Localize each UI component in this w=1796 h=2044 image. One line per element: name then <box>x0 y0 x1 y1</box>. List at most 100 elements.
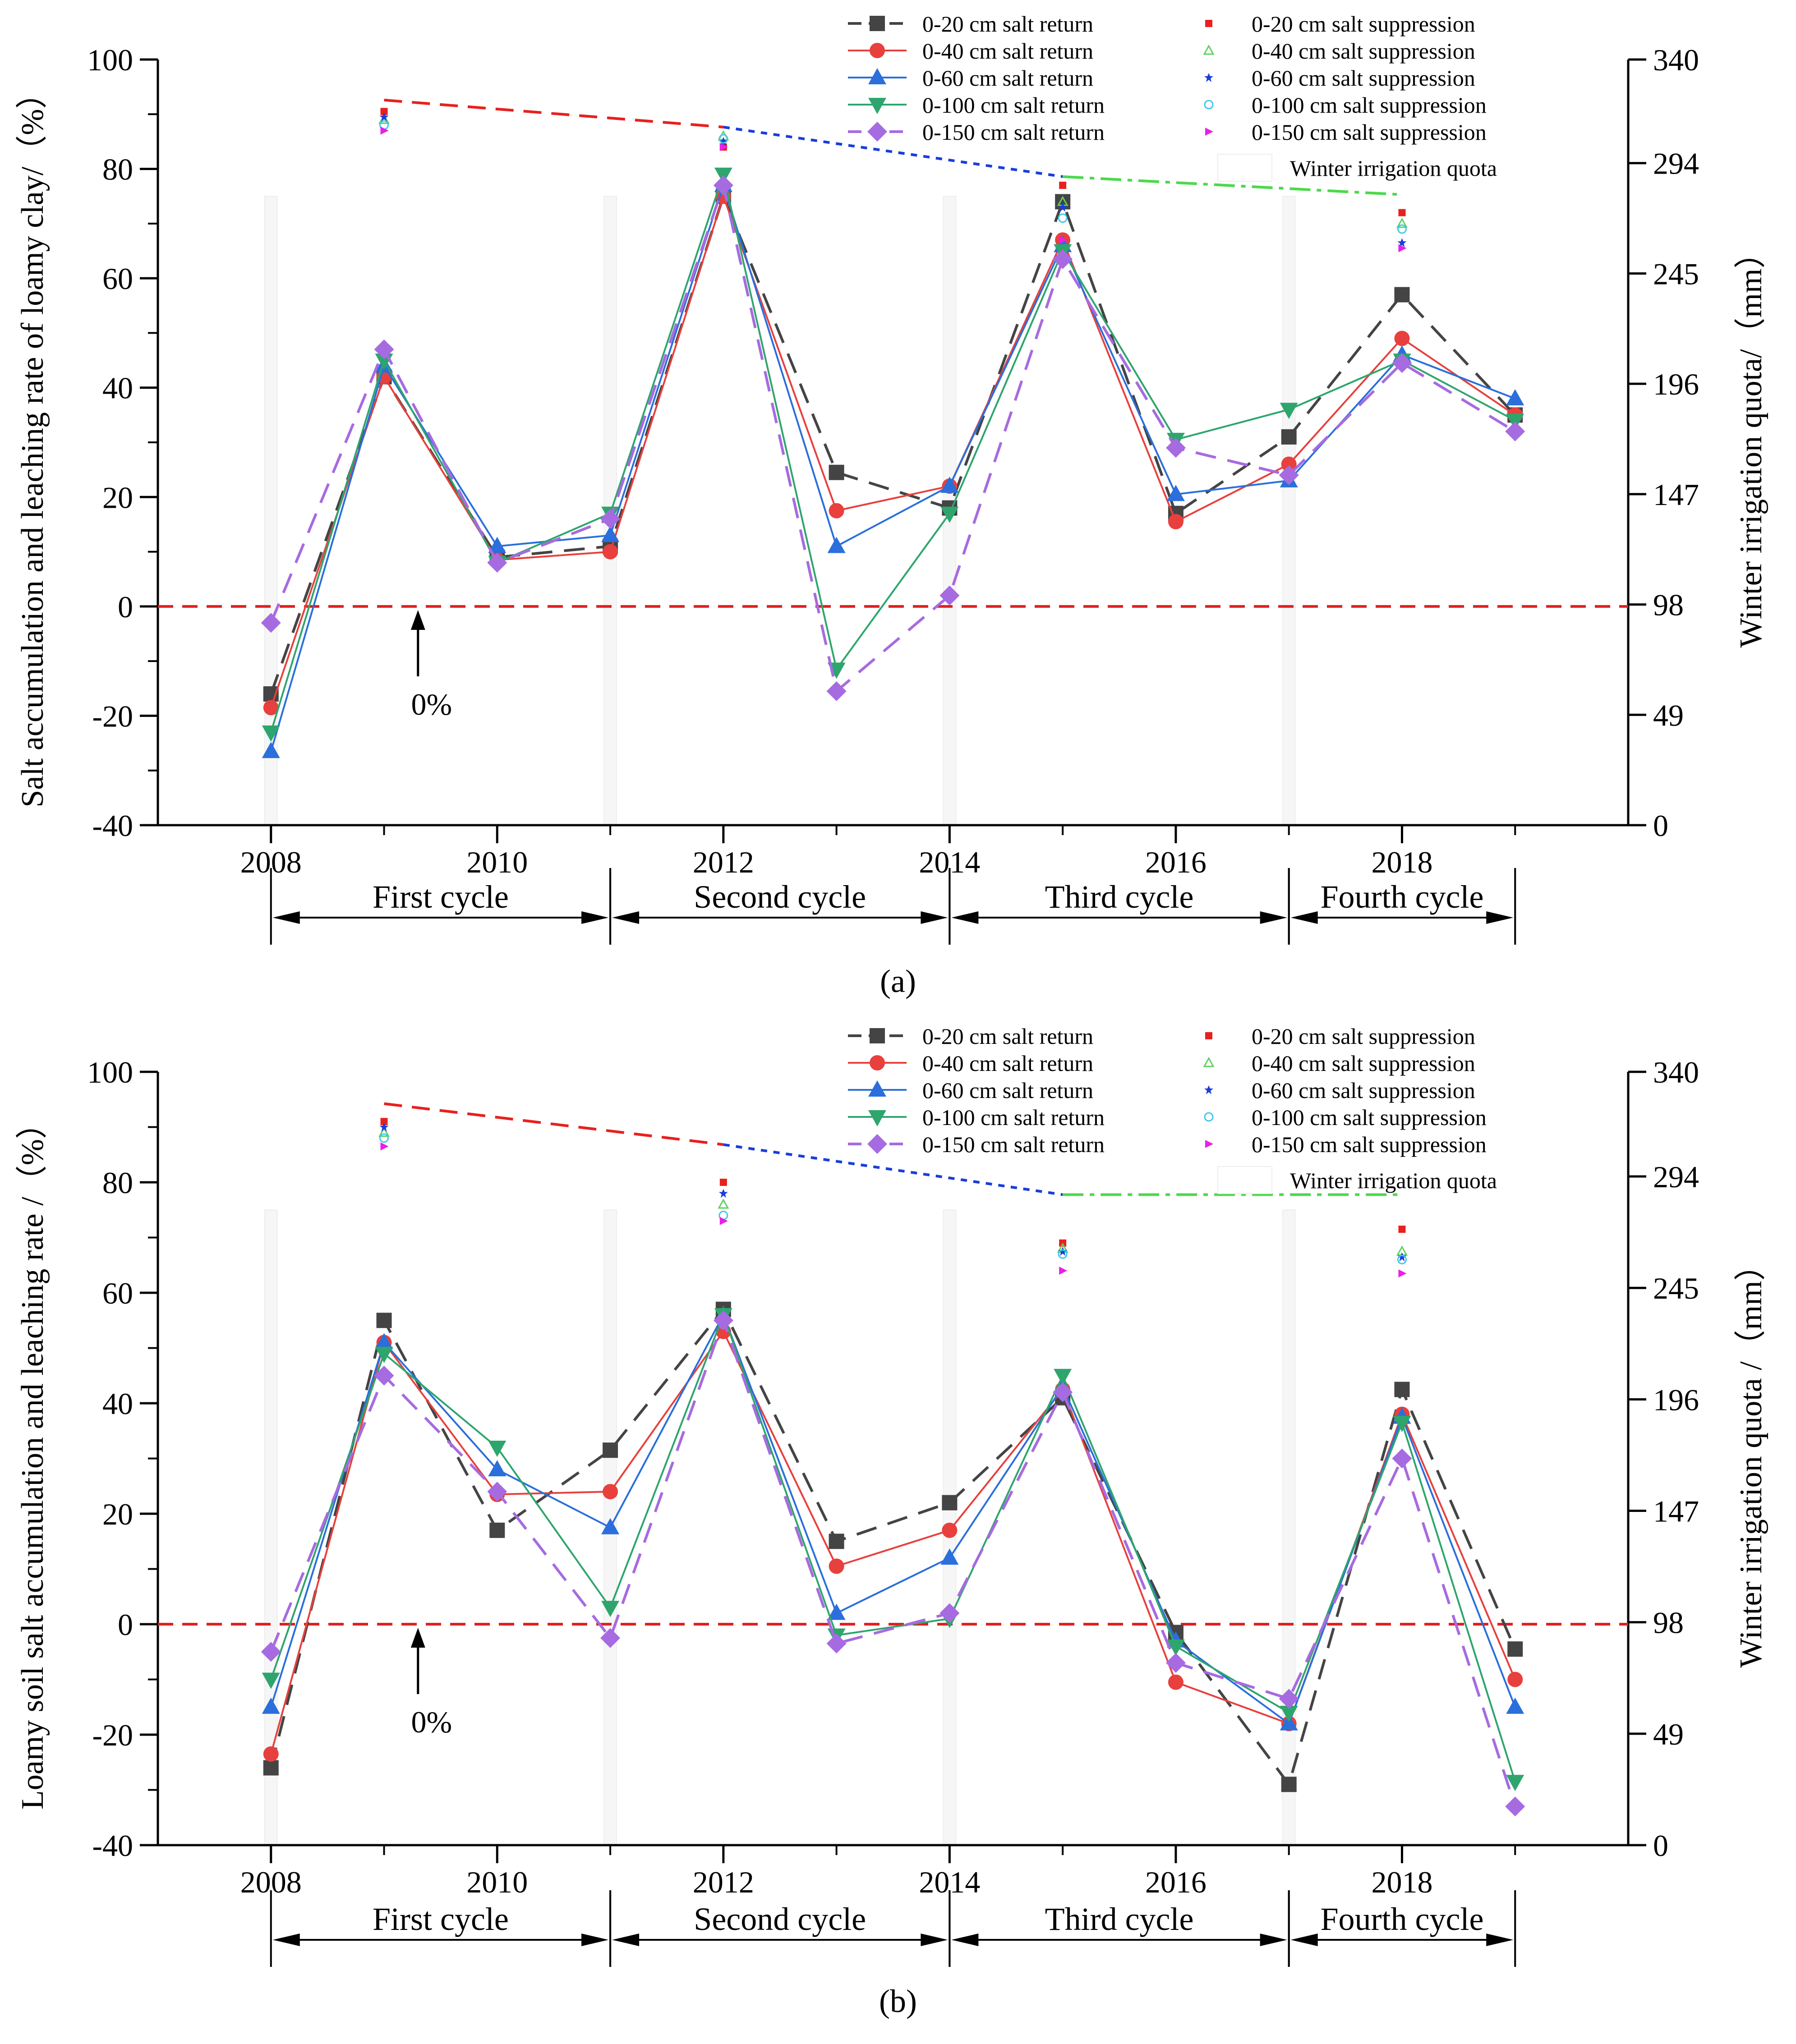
series-1-point <box>829 1558 844 1574</box>
legend-label: 0-150 cm salt suppression <box>1252 119 1487 145</box>
legend-label: Winter irrigation quota <box>1290 1168 1497 1193</box>
series-line-2 <box>270 1313 1516 1725</box>
series-2-point <box>488 1460 507 1476</box>
y-right-tick-label: 49 <box>1653 1717 1684 1751</box>
y-left-tick-label: 80 <box>102 152 133 187</box>
legend-suppression-marker-0 <box>1205 20 1212 27</box>
series-2-point <box>601 526 620 542</box>
series-line-3 <box>270 171 1516 733</box>
y-right-tick-label: 245 <box>1653 257 1699 291</box>
cycle-arrow-head <box>951 1934 979 1946</box>
chart-panel-b: -40 -20 0 20 40 60 80 100 0 49 98 147 196 245 294 340 20… <box>15 1024 1768 2019</box>
y-left-tick-label: -20 <box>92 699 133 733</box>
cycle-arrow-head <box>612 1934 640 1946</box>
series-4-point <box>1505 1796 1525 1817</box>
cycle-label: Fourth cycle <box>1321 1901 1484 1937</box>
legend-label: 0-150 cm salt return <box>922 119 1105 145</box>
series-2-point <box>601 1518 620 1534</box>
legend-label: 0-100 cm salt return <box>922 92 1105 118</box>
y-left-tick-label: 60 <box>102 262 133 296</box>
series-line-0 <box>269 192 1516 694</box>
legend-suppression-marker-0 <box>1205 1032 1212 1039</box>
series-4-point <box>374 1365 394 1386</box>
series-line-1 <box>270 1329 1516 1755</box>
cycle-label: Second cycle <box>694 1901 866 1937</box>
winter-irrigation-segment <box>1062 175 1402 196</box>
series-4-point <box>1165 1653 1186 1673</box>
suppression-3-point <box>1397 224 1407 234</box>
cycle-arrow-head <box>921 1934 948 1946</box>
panel-caption: (b) <box>879 1983 917 2019</box>
y-right-tick-label: 245 <box>1653 1271 1699 1305</box>
zero-annotation: 0% <box>411 1705 452 1739</box>
cycle-arrow-head <box>1290 1934 1318 1946</box>
x-tick-label: 2010 <box>466 1865 528 1899</box>
y-axis-title-right: Winter irrigation quota/（mm） <box>1734 237 1768 648</box>
suppression-3-point <box>718 134 728 144</box>
series-3-point <box>1054 1369 1072 1385</box>
x-tick-label: 2016 <box>1145 845 1207 879</box>
y-right-tick-label: 196 <box>1653 367 1699 401</box>
cycle-arrow-head <box>581 911 609 924</box>
suppression-0-point <box>380 1118 388 1125</box>
legend-label: 0-150 cm salt suppression <box>1252 1132 1487 1157</box>
legend-label: 0-40 cm salt suppression <box>1252 38 1475 64</box>
cycle-arrow-head <box>1486 911 1514 924</box>
winter-irrigation-segment <box>384 98 724 129</box>
suppression-1-point <box>718 1198 729 1209</box>
legend-label: 0-20 cm salt return <box>922 11 1093 37</box>
series-4-point <box>374 339 394 359</box>
y-axis-title-right: Winter irrigation quota /（mm） <box>1734 1249 1768 1667</box>
y-left-tick-label: 0 <box>118 590 133 624</box>
suppression-2-point <box>718 137 728 146</box>
legend-label: 0-100 cm salt suppression <box>1252 92 1487 118</box>
cycle-arrow-head <box>1260 1934 1287 1946</box>
series-0-point <box>1394 287 1410 303</box>
series-1-point <box>1168 1674 1184 1690</box>
legend-label: 0-60 cm salt suppression <box>1252 1078 1475 1103</box>
y-left-tick-label: 60 <box>102 1276 133 1310</box>
series-line-4 <box>269 180 1516 694</box>
cycle-arrow-head <box>581 1934 609 1946</box>
series-3-point <box>1393 1415 1411 1432</box>
series-2-point <box>940 477 959 493</box>
series-2-point <box>375 1333 393 1350</box>
legend-marker-4 <box>867 1134 887 1154</box>
series-2-point <box>1280 1714 1298 1731</box>
suppression-4-point <box>380 1142 389 1151</box>
suppression-0-point <box>380 108 388 115</box>
series-3-point <box>375 1346 393 1363</box>
zero-annotation: 0% <box>411 687 452 721</box>
legend-marker-1 <box>870 43 885 58</box>
suppression-4-point <box>719 1217 728 1225</box>
y-right-tick-label: 294 <box>1653 1160 1699 1194</box>
legend-suppression-marker-4 <box>1205 128 1213 136</box>
y-right-tick-label: 0 <box>1653 808 1668 843</box>
x-tick-label: 2018 <box>1371 1865 1432 1899</box>
suppression-3-point <box>1058 1249 1068 1259</box>
suppression-0-point <box>1059 181 1067 189</box>
y-left-tick-label: 20 <box>102 480 133 514</box>
series-4-point <box>1505 421 1525 441</box>
legend-label: 0-20 cm salt suppression <box>1252 1024 1475 1049</box>
y-right-tick-label: 147 <box>1653 1494 1699 1529</box>
legend-label: 0-60 cm salt return <box>922 1078 1093 1103</box>
cycle-separator <box>1282 1209 1296 1846</box>
suppression-1-point <box>1396 217 1408 228</box>
cycle-arrow-head <box>921 911 948 924</box>
cycle-arrow-head <box>1486 1934 1514 1946</box>
suppression-0-point <box>719 1179 727 1186</box>
series-line-2 <box>270 182 1515 752</box>
series-4-point <box>487 1482 507 1502</box>
legend-marker-3 <box>868 1110 886 1126</box>
legend-marker-4 <box>867 122 887 142</box>
suppression-2-point <box>379 1122 389 1132</box>
cycle-label: Fourth cycle <box>1321 879 1484 915</box>
suppression-4-point <box>1059 236 1068 244</box>
series-4-point <box>939 1603 960 1623</box>
series-3-point <box>262 1672 280 1689</box>
winter-irrigation-segment <box>384 1102 724 1146</box>
cycle-label: Third cycle <box>1045 1901 1194 1937</box>
legend-winter-swatch <box>1217 1166 1272 1194</box>
